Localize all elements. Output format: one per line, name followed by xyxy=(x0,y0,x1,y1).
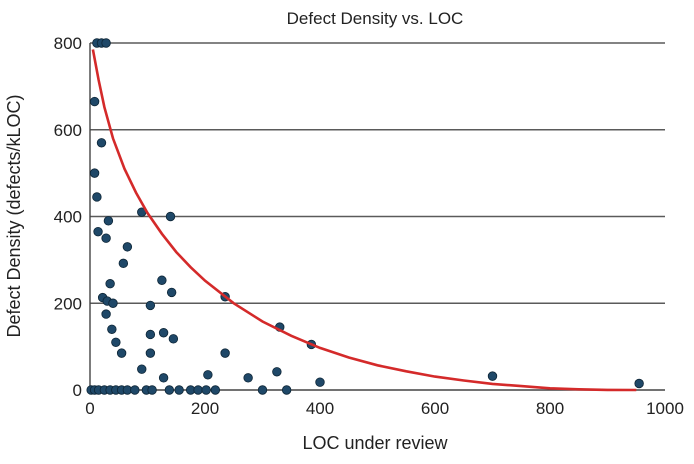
x-tick-label: 600 xyxy=(421,399,449,418)
x-tick-labels: 0 200 400 600 800 1000 xyxy=(85,399,684,418)
x-axis-label: LOC under review xyxy=(302,433,448,453)
data-point xyxy=(111,337,121,347)
y-axis-label: Defect Density (defects/kLOC) xyxy=(4,94,24,337)
y-tick-labels: 0 200 400 600 800 xyxy=(54,34,82,400)
data-point xyxy=(96,138,107,148)
y-tick-label: 600 xyxy=(54,121,82,140)
data-point xyxy=(101,233,111,243)
data-point xyxy=(101,309,111,319)
data-point xyxy=(108,298,118,308)
data-point xyxy=(210,385,221,395)
data-point xyxy=(130,385,140,395)
trend-curve xyxy=(91,49,637,392)
data-point xyxy=(634,378,644,389)
x-tick-label: 800 xyxy=(536,399,564,418)
data-point xyxy=(174,385,184,395)
x-tick-label: 0 xyxy=(85,399,94,418)
y-tick-label: 800 xyxy=(54,34,82,53)
data-point xyxy=(243,373,253,383)
data-point xyxy=(193,385,203,395)
data-point xyxy=(168,334,179,344)
data-point xyxy=(137,364,147,374)
data-point xyxy=(103,216,114,226)
data-point xyxy=(201,385,211,395)
x-tick-label: 200 xyxy=(191,399,219,418)
data-point xyxy=(122,242,133,252)
data-point xyxy=(118,258,129,269)
chart-title: Defect Density vs. LOC xyxy=(287,9,464,28)
data-point xyxy=(89,96,100,107)
data-point xyxy=(158,328,169,338)
y-tick-label: 400 xyxy=(54,208,82,227)
data-point xyxy=(220,348,230,358)
data-point xyxy=(92,192,102,202)
data-point xyxy=(93,226,103,237)
data-point xyxy=(165,211,176,222)
data-point xyxy=(158,373,169,383)
data-point xyxy=(89,168,100,178)
y-tick-label: 200 xyxy=(54,294,82,313)
data-point xyxy=(164,385,175,395)
data-point xyxy=(145,300,156,311)
data-point xyxy=(116,348,127,358)
data-point xyxy=(166,287,177,298)
data-point xyxy=(157,275,167,285)
data-point xyxy=(147,385,157,395)
data-point xyxy=(105,279,115,289)
data-point xyxy=(145,348,156,358)
x-tick-label: 400 xyxy=(306,399,334,418)
data-point xyxy=(272,367,282,377)
data-point xyxy=(203,370,213,380)
x-tick-label: 1000 xyxy=(646,399,684,418)
data-points xyxy=(86,38,644,395)
data-point xyxy=(101,38,111,48)
data-point xyxy=(145,329,156,340)
y-tick-label: 0 xyxy=(73,381,82,400)
data-point xyxy=(281,385,292,395)
data-point xyxy=(487,371,498,381)
data-point xyxy=(315,377,325,387)
data-point xyxy=(107,324,117,334)
data-point xyxy=(257,385,268,395)
